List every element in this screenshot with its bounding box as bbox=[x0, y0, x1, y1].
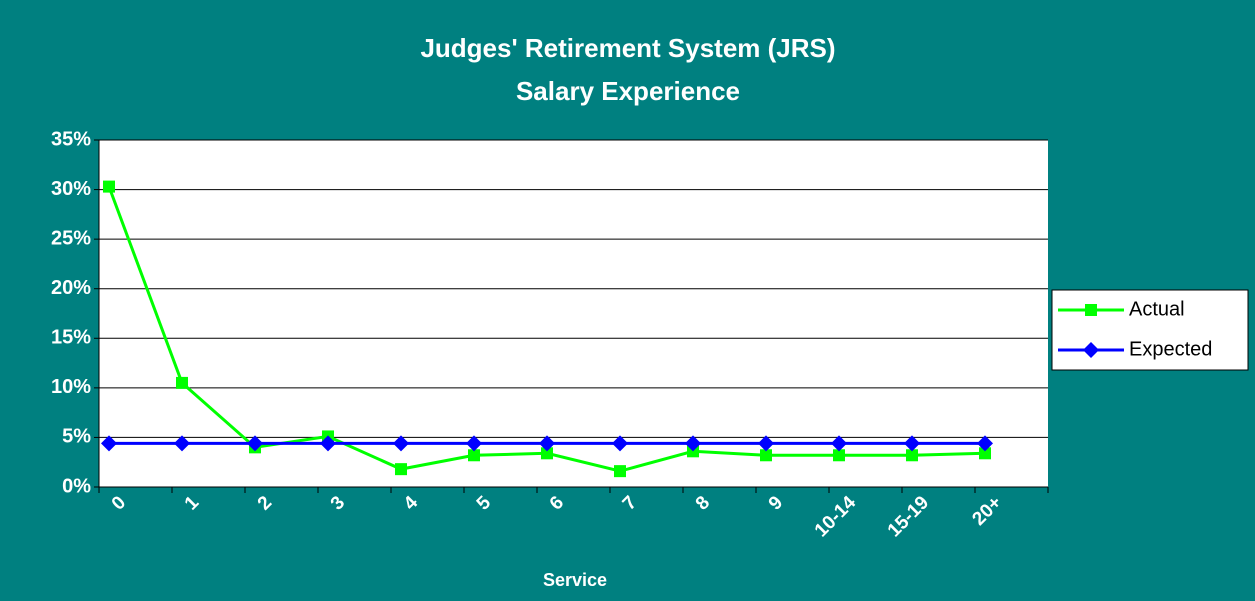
marker bbox=[541, 447, 553, 460]
y-tick-label: 5% bbox=[62, 426, 91, 448]
plot-area bbox=[99, 140, 1048, 487]
marker bbox=[468, 449, 480, 462]
marker bbox=[176, 376, 188, 389]
marker bbox=[395, 463, 407, 476]
marker bbox=[979, 447, 991, 460]
y-tick-label: 10% bbox=[51, 376, 91, 398]
marker bbox=[758, 435, 774, 452]
legend-box bbox=[1051, 289, 1249, 371]
marker bbox=[612, 435, 628, 452]
marker bbox=[101, 435, 117, 452]
marker bbox=[977, 435, 993, 452]
marker bbox=[103, 180, 115, 193]
legend-label: Expected bbox=[1129, 338, 1212, 360]
marker bbox=[760, 449, 772, 462]
chart-subtitle: Salary Experience bbox=[516, 76, 740, 106]
marker bbox=[685, 435, 701, 452]
marker bbox=[906, 449, 918, 462]
marker bbox=[320, 435, 336, 452]
y-tick-label: 0% bbox=[62, 475, 91, 497]
marker bbox=[466, 435, 482, 452]
y-tick-label: 30% bbox=[51, 178, 91, 200]
y-tick-label: 20% bbox=[51, 277, 91, 299]
marker bbox=[904, 435, 920, 452]
marker bbox=[831, 435, 847, 452]
y-tick-label: 35% bbox=[51, 128, 91, 150]
y-tick-label: 15% bbox=[51, 327, 91, 349]
marker bbox=[393, 435, 409, 452]
marker bbox=[1083, 342, 1099, 358]
marker bbox=[1085, 304, 1097, 316]
marker bbox=[539, 435, 555, 452]
y-tick-label: 25% bbox=[51, 227, 91, 249]
marker bbox=[833, 449, 845, 462]
chart-title: Judges' Retirement System (JRS) bbox=[420, 33, 835, 63]
marker bbox=[174, 435, 190, 452]
x-axis-title: Service bbox=[543, 570, 607, 590]
marker bbox=[247, 435, 263, 452]
marker bbox=[614, 465, 626, 478]
legend-label: Actual bbox=[1129, 298, 1185, 320]
